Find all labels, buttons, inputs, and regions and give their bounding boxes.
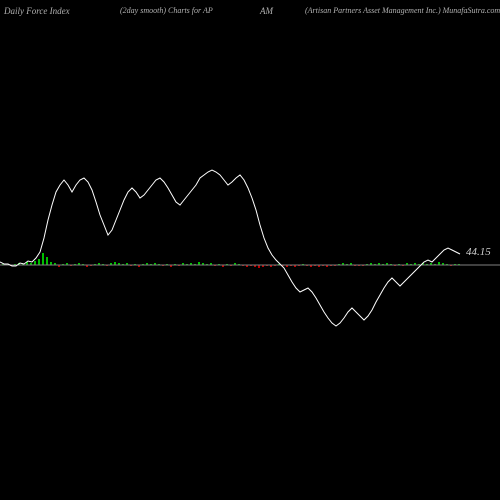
force-line	[0, 170, 460, 326]
current-value-label: 44.15	[466, 246, 491, 258]
bars-group	[2, 253, 460, 268]
force-index-chart	[0, 20, 500, 500]
title-left: Daily Force Index	[4, 6, 70, 16]
chart-header: Daily Force Index (2day smooth) Charts f…	[0, 6, 500, 20]
title-mid2: AM	[260, 6, 273, 16]
volume-bar	[42, 253, 44, 265]
volume-bar	[34, 261, 36, 265]
title-mid1: (2day smooth) Charts for AP	[120, 6, 213, 15]
volume-bar	[46, 257, 48, 265]
volume-bar	[38, 259, 40, 265]
title-right: (Artisan Partners Asset Management Inc.)…	[305, 6, 500, 15]
